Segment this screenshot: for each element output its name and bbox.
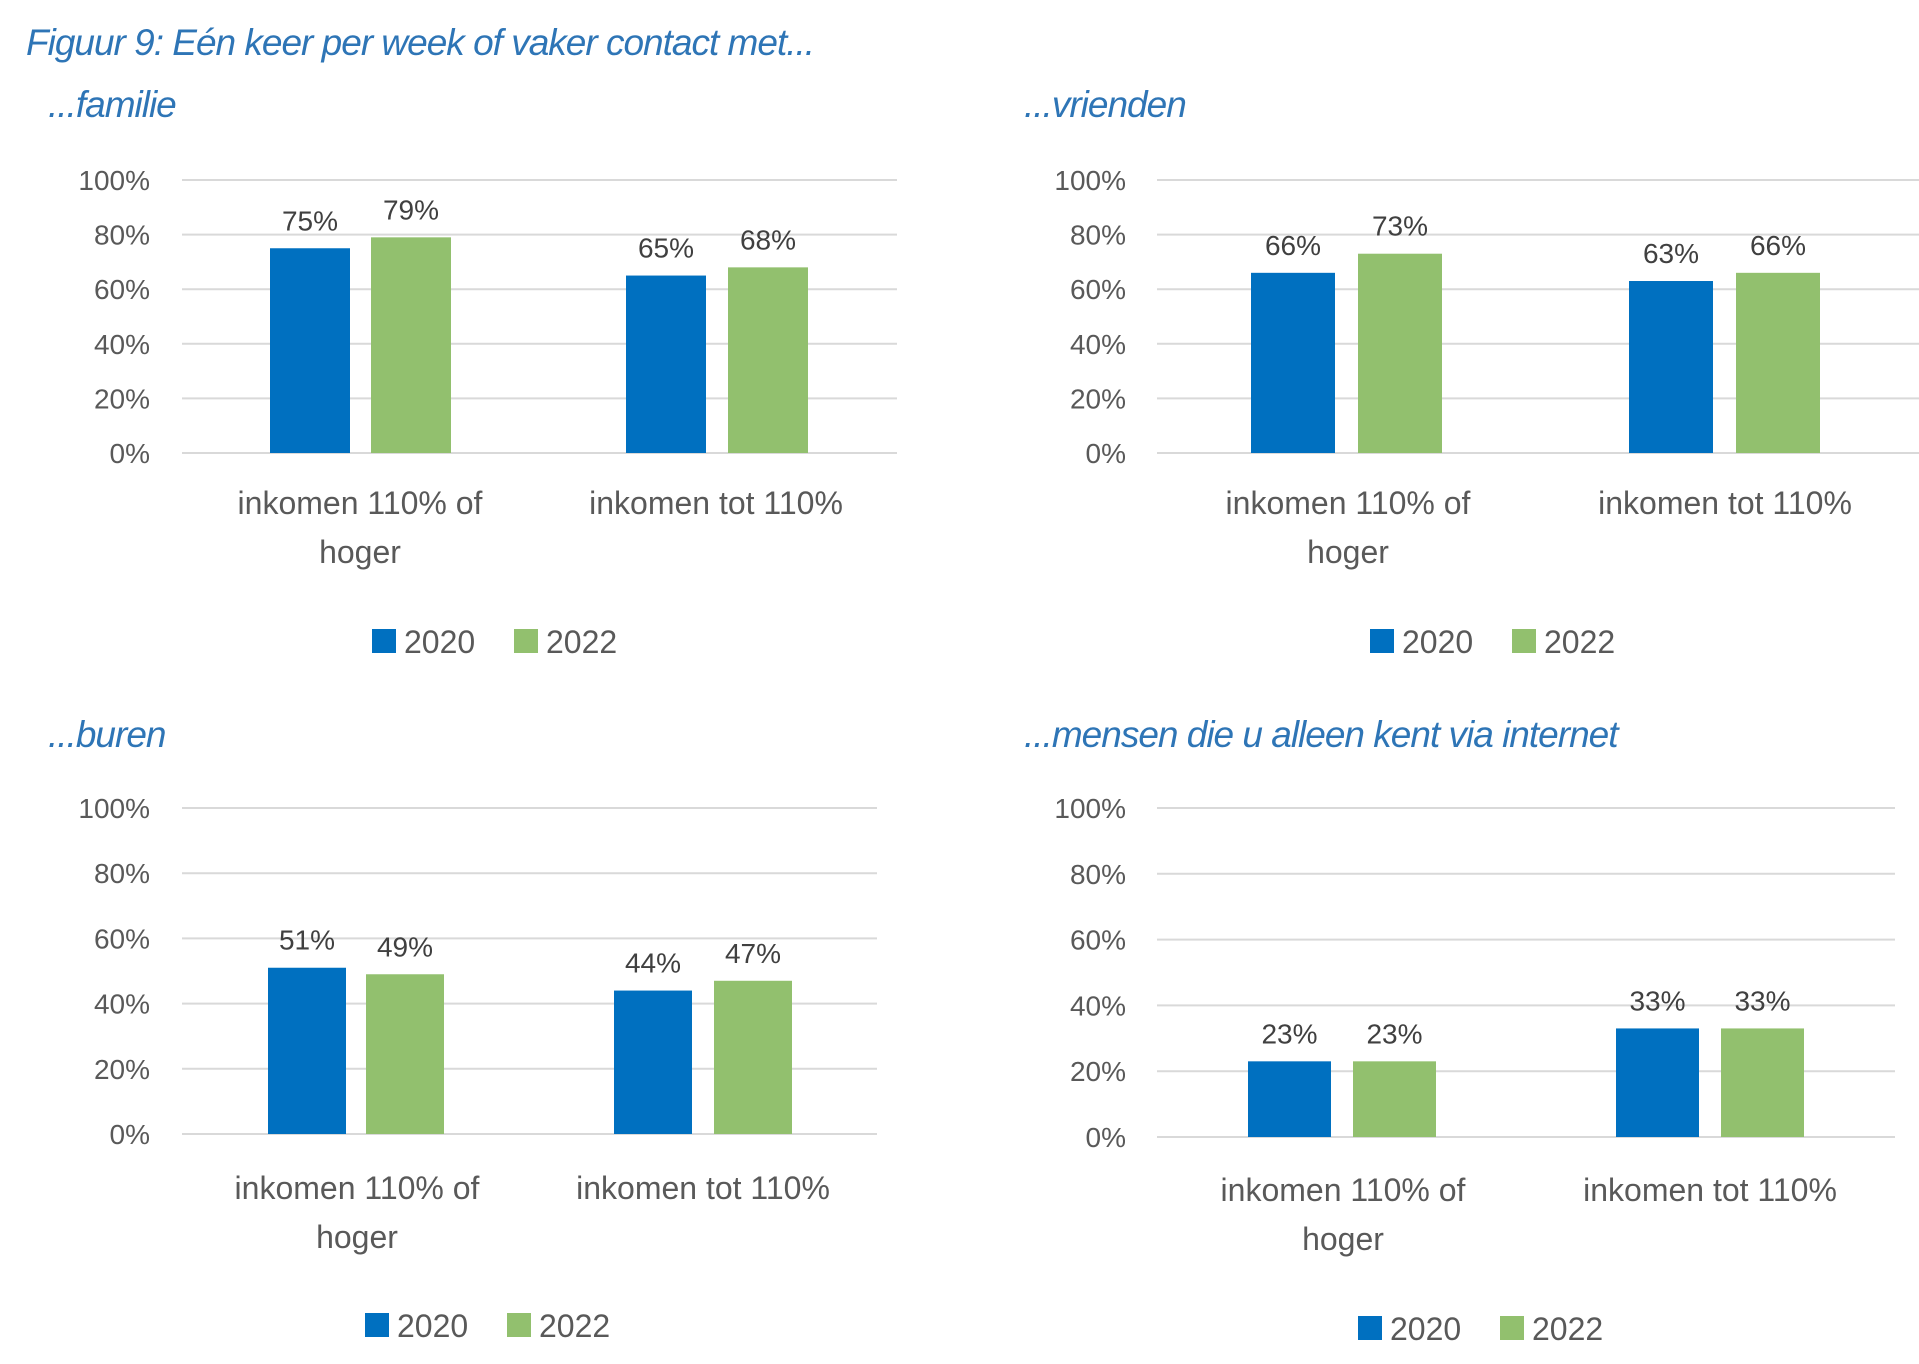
buren-data-label: 47% <box>725 938 781 969</box>
internet-ytick-label: 100% <box>1054 793 1126 824</box>
buren-data-label: 51% <box>279 925 335 956</box>
familie-bar-2022 <box>728 267 808 453</box>
vrienden-category-label: hoger <box>1307 534 1389 570</box>
internet-category-label: inkomen tot 110% <box>1583 1172 1837 1208</box>
buren-ytick-label: 100% <box>78 793 150 824</box>
internet-bar-2020 <box>1248 1061 1331 1137</box>
buren-legend-label-2022: 2022 <box>539 1308 610 1344</box>
buren-legend-label-2020: 2020 <box>397 1308 468 1344</box>
familie-legend-swatch-2022 <box>514 629 538 653</box>
panel-title-internet: ...mensen die u alleen kent via internet <box>1024 714 1618 755</box>
familie-bar-2020 <box>626 275 706 453</box>
familie-data-label: 65% <box>638 233 694 264</box>
internet-ytick-label: 40% <box>1070 990 1126 1021</box>
familie-legend-label-2020: 2020 <box>404 624 475 660</box>
familie-bar-2022 <box>371 237 451 453</box>
internet-ytick-label: 0% <box>1086 1122 1126 1153</box>
vrienden-category-label: inkomen tot 110% <box>1598 485 1852 521</box>
internet-ytick-label: 60% <box>1070 925 1126 956</box>
buren-data-label: 49% <box>377 931 433 962</box>
familie-category-label: inkomen tot 110% <box>589 485 843 521</box>
vrienden-data-label: 73% <box>1372 211 1428 242</box>
buren-ytick-label: 60% <box>94 923 150 954</box>
buren-bar-2022 <box>714 980 792 1134</box>
buren-ytick-label: 20% <box>94 1054 150 1085</box>
buren-ytick-label: 80% <box>94 858 150 889</box>
internet-legend-label-2020: 2020 <box>1390 1311 1461 1347</box>
internet-bar-2022 <box>1721 1028 1804 1137</box>
internet-legend-label-2022: 2022 <box>1532 1311 1603 1347</box>
vrienden-legend-swatch-2022 <box>1512 629 1536 653</box>
buren-category-label: hoger <box>316 1219 398 1255</box>
internet-category-label: inkomen 110% of <box>1221 1172 1466 1208</box>
vrienden-bar-2020 <box>1251 272 1335 453</box>
vrienden-ytick-label: 60% <box>1070 274 1126 305</box>
panel-title-buren: ...buren <box>48 714 166 755</box>
vrienden-ytick-label: 20% <box>1070 383 1126 414</box>
buren-category-label: inkomen 110% of <box>235 1170 480 1206</box>
internet-legend-swatch-2020 <box>1358 1316 1382 1340</box>
familie-ytick-label: 20% <box>94 383 150 414</box>
buren-ytick-label: 0% <box>110 1119 150 1150</box>
buren-bar-2020 <box>614 990 692 1134</box>
vrienden-ytick-label: 100% <box>1054 165 1126 196</box>
buren-legend-swatch-2020 <box>365 1313 389 1337</box>
buren-data-label: 44% <box>625 948 681 979</box>
internet-data-label: 33% <box>1629 985 1685 1016</box>
familie-category-label: hoger <box>319 534 401 570</box>
internet-data-label: 33% <box>1734 985 1790 1016</box>
internet-category-label: hoger <box>1302 1221 1384 1257</box>
familie-data-label: 75% <box>282 205 338 236</box>
vrienden-legend-swatch-2020 <box>1370 629 1394 653</box>
familie-ytick-label: 80% <box>94 220 150 251</box>
vrienden-ytick-label: 80% <box>1070 220 1126 251</box>
familie-category-label: inkomen 110% of <box>238 485 483 521</box>
internet-bar-2022 <box>1353 1061 1436 1137</box>
vrienden-data-label: 63% <box>1643 238 1699 269</box>
buren-bar-2020 <box>268 967 346 1134</box>
internet-bar-2020 <box>1616 1028 1699 1137</box>
familie-ytick-label: 40% <box>94 329 150 360</box>
familie-ytick-label: 100% <box>78 165 150 196</box>
figure-title: Figuur 9: Eén keer per week of vaker con… <box>26 22 815 63</box>
vrienden-legend-label-2020: 2020 <box>1402 624 1473 660</box>
buren-bar-2022 <box>366 974 444 1134</box>
panel-title-vrienden: ...vrienden <box>1024 84 1187 125</box>
vrienden-bar-2020 <box>1629 281 1713 453</box>
familie-legend-swatch-2020 <box>372 629 396 653</box>
vrienden-bar-2022 <box>1358 253 1442 453</box>
internet-data-label: 23% <box>1261 1018 1317 1049</box>
panel-title-familie: ...familie <box>48 84 177 125</box>
vrienden-category-label: inkomen 110% of <box>1226 485 1471 521</box>
vrienden-bar-2022 <box>1736 272 1820 453</box>
familie-data-label: 79% <box>383 194 439 225</box>
buren-category-label: inkomen tot 110% <box>576 1170 830 1206</box>
internet-legend-swatch-2022 <box>1500 1316 1524 1340</box>
internet-data-label: 23% <box>1366 1018 1422 1049</box>
familie-ytick-label: 60% <box>94 274 150 305</box>
buren-legend-swatch-2022 <box>507 1313 531 1337</box>
buren-ytick-label: 40% <box>94 989 150 1020</box>
familie-ytick-label: 0% <box>110 438 150 469</box>
vrienden-ytick-label: 0% <box>1086 438 1126 469</box>
internet-ytick-label: 20% <box>1070 1056 1126 1087</box>
familie-bar-2020 <box>270 248 350 453</box>
internet-ytick-label: 80% <box>1070 859 1126 890</box>
familie-legend-label-2022: 2022 <box>546 624 617 660</box>
vrienden-data-label: 66% <box>1750 230 1806 261</box>
vrienden-ytick-label: 40% <box>1070 329 1126 360</box>
vrienden-legend-label-2022: 2022 <box>1544 624 1615 660</box>
familie-data-label: 68% <box>740 224 796 255</box>
vrienden-data-label: 66% <box>1265 230 1321 261</box>
